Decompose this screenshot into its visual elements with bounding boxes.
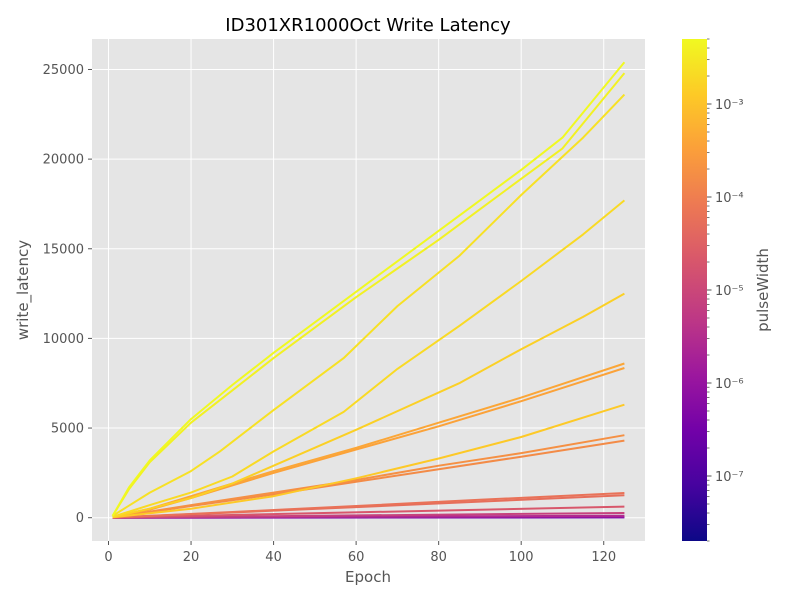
- colorbar-tick-label: 10⁻⁴: [715, 191, 744, 206]
- grid: [92, 39, 645, 541]
- y-tick-label: 5000: [51, 422, 84, 437]
- series-line: [111, 61, 626, 517]
- y-ticks: 0 5000 10000 15000 20000 25000: [43, 63, 92, 526]
- x-axis-label: Epoch: [345, 568, 391, 586]
- x-tick-label: 0: [104, 550, 112, 565]
- x-tick-label: 80: [430, 550, 447, 565]
- colorbar-ticks: 10⁻⁷ 10⁻⁶ 10⁻⁵ 10⁻⁴ 10⁻³: [707, 38, 744, 542]
- x-ticks: 0 20 40 60 80 100 120: [104, 541, 616, 565]
- colorbar-tick-label: 10⁻⁷: [715, 470, 744, 485]
- colorbar-tick-label: 10⁻³: [715, 98, 744, 113]
- x-tick-label: 100: [509, 550, 534, 565]
- y-tick-label: 10000: [43, 332, 84, 347]
- plot-area: [92, 39, 645, 541]
- y-tick-label: 15000: [43, 242, 84, 257]
- y-axis-label: write_latency: [14, 240, 33, 340]
- colorbar-tick-label: 10⁻⁶: [715, 377, 744, 392]
- x-tick-label: 20: [183, 550, 200, 565]
- series-line: [112, 512, 625, 519]
- x-tick-label: 60: [348, 550, 365, 565]
- series-line: [112, 199, 626, 518]
- x-tick-label: 40: [265, 550, 282, 565]
- chart-title: ID301XR1000Oct Write Latency: [225, 15, 511, 36]
- series-line: [112, 292, 625, 518]
- colorbar: [682, 39, 707, 541]
- colorbar-label: pulseWidth: [754, 248, 772, 332]
- series-lines: [111, 61, 626, 519]
- series-line: [112, 93, 626, 517]
- y-tick-label: 25000: [43, 63, 84, 78]
- series-line: [112, 492, 625, 519]
- series-line: [111, 72, 626, 517]
- y-tick-label: 20000: [43, 153, 84, 168]
- y-tick-label: 0: [76, 511, 84, 526]
- series-line: [112, 403, 625, 519]
- series-line: [112, 434, 625, 519]
- x-tick-label: 120: [591, 550, 616, 565]
- series-line: [112, 505, 625, 519]
- colorbar-tick-label: 10⁻⁵: [715, 284, 744, 299]
